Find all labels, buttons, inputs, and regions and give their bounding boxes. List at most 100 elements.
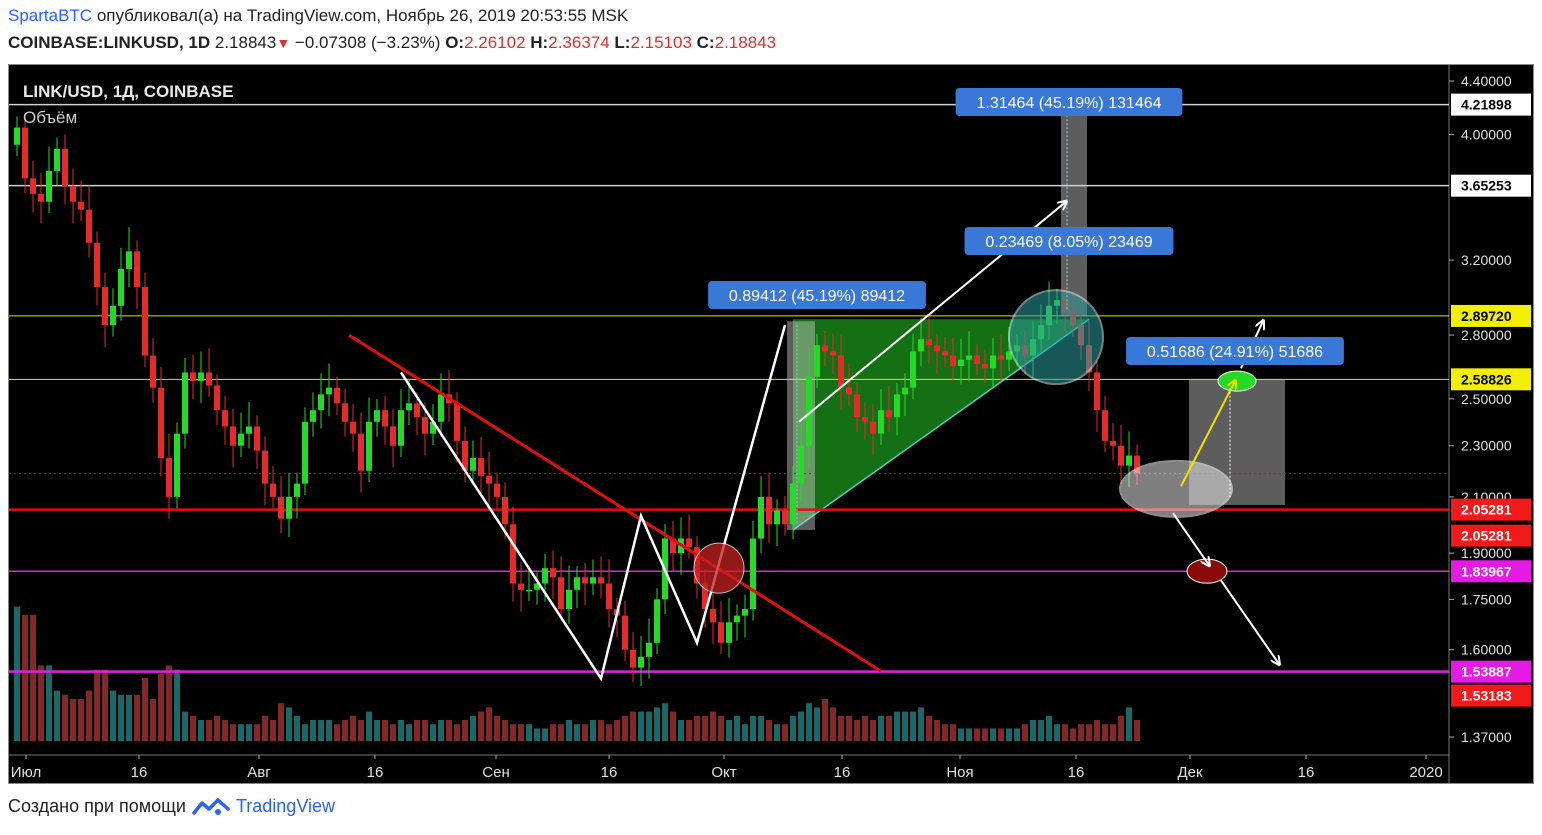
volume-bar <box>222 720 228 741</box>
volume-bar <box>390 724 396 741</box>
candle-body <box>414 403 420 418</box>
volume-bar <box>342 720 348 741</box>
candle-body <box>806 376 812 446</box>
candle-body <box>526 589 532 592</box>
volume-bar <box>182 711 188 741</box>
volume-bar <box>30 615 36 741</box>
volume-bar <box>526 724 532 741</box>
volume-bar <box>774 724 780 741</box>
candle-body <box>790 483 796 525</box>
volume-bar <box>750 715 756 741</box>
volume-bar <box>694 715 700 741</box>
candle-body <box>582 577 588 584</box>
volume-bar <box>950 724 956 741</box>
time-tick-label: 16 <box>131 764 148 781</box>
volume-bar <box>510 724 516 741</box>
candle-body <box>942 351 948 356</box>
volume-bar <box>830 707 836 741</box>
price-change: −0.07308 (−3.23%) <box>294 33 441 52</box>
volume-bar <box>782 724 788 741</box>
candle-body <box>814 345 820 377</box>
volume-bar <box>366 711 372 741</box>
price-label-badge <box>1451 93 1531 116</box>
candle-body <box>286 496 292 519</box>
candle-body <box>910 351 916 388</box>
chart-panel[interactable]: 1.31464 (45.19%) 131464 0.23469 (8.05%) 2… <box>8 64 1534 784</box>
volume-bar <box>942 724 948 741</box>
close-label: C: <box>696 33 715 52</box>
volume-bar <box>1014 728 1020 741</box>
volume-bar <box>590 720 596 741</box>
volume-bar <box>566 720 572 741</box>
candle-body <box>174 433 180 497</box>
candle-body <box>726 622 732 643</box>
candle-body <box>710 609 716 623</box>
candle-body <box>166 458 172 497</box>
candle-body <box>854 394 860 418</box>
volume-bar <box>478 711 484 741</box>
volume-bar <box>294 715 300 741</box>
footer-brand-link[interactable]: TradingView <box>235 796 336 816</box>
volume-bar <box>462 720 468 741</box>
volume-bar <box>310 720 316 741</box>
volume-bar <box>998 728 1004 741</box>
volume-bar <box>798 711 804 741</box>
candle-body <box>438 394 444 422</box>
volume-bar <box>1046 715 1052 741</box>
candle-body <box>62 148 68 187</box>
measure-label-box <box>964 227 1174 255</box>
volume-bar <box>606 724 612 741</box>
candle-body <box>758 496 764 539</box>
price-label-value: 1.53887 <box>1461 664 1512 680</box>
price-label-badge <box>1451 304 1531 327</box>
volume-bar <box>622 715 628 741</box>
candle-body <box>206 372 212 386</box>
volume-bar <box>214 715 220 741</box>
candle-body <box>742 609 748 616</box>
chart-canvas[interactable]: 1.31464 (45.19%) 131464 0.23469 (8.05%) 2… <box>9 65 1533 783</box>
volume-bar <box>438 720 444 741</box>
candle-body <box>558 577 564 610</box>
candle-body <box>46 170 52 202</box>
time-tick-label: 16 <box>601 764 618 781</box>
volume-bar <box>270 720 276 741</box>
volume-bar <box>14 606 20 741</box>
volume-bar <box>486 707 492 741</box>
volume-bar <box>1078 724 1084 741</box>
volume-bar <box>142 678 148 741</box>
candle-body <box>838 355 844 388</box>
candle-body <box>278 496 284 519</box>
price-tick-label: 2.80000 <box>1461 327 1512 343</box>
candle-body <box>190 372 196 382</box>
volume-bar <box>806 703 812 741</box>
volume-bar <box>414 720 420 741</box>
candle-body <box>198 372 204 382</box>
candle-body <box>1118 445 1124 466</box>
candle-body <box>470 458 476 471</box>
price-axis: 4.40000 4.00000 3.20000 2.80000 2.50000 2.300… <box>1449 65 1533 783</box>
volume-bar <box>614 720 620 741</box>
volume-bar <box>630 711 636 741</box>
candle-body <box>454 403 460 441</box>
author-link[interactable]: SpartaBTC <box>8 6 93 25</box>
price-label-value: 2.05281 <box>1461 528 1512 544</box>
volume-bar <box>710 711 716 741</box>
price-tick-label: 1.60000 <box>1461 642 1512 658</box>
candle-body <box>374 410 380 422</box>
candle-body <box>334 387 340 404</box>
price-tick-label: 4.00000 <box>1461 127 1512 143</box>
volume-bar <box>422 720 428 741</box>
candle-body <box>646 642 652 657</box>
candle-body <box>638 656 644 668</box>
candle-body <box>422 417 428 434</box>
price-label-badge <box>1451 368 1531 391</box>
volume-bar <box>230 724 236 741</box>
volume-bar <box>1006 728 1012 741</box>
price-label-badge <box>1451 660 1531 683</box>
volume-bar <box>1086 724 1092 741</box>
candle-body <box>622 615 628 650</box>
current-zone-ellipse <box>1119 459 1233 518</box>
candle-body <box>262 450 268 484</box>
candle-body <box>550 568 556 578</box>
candle-body <box>494 483 500 497</box>
